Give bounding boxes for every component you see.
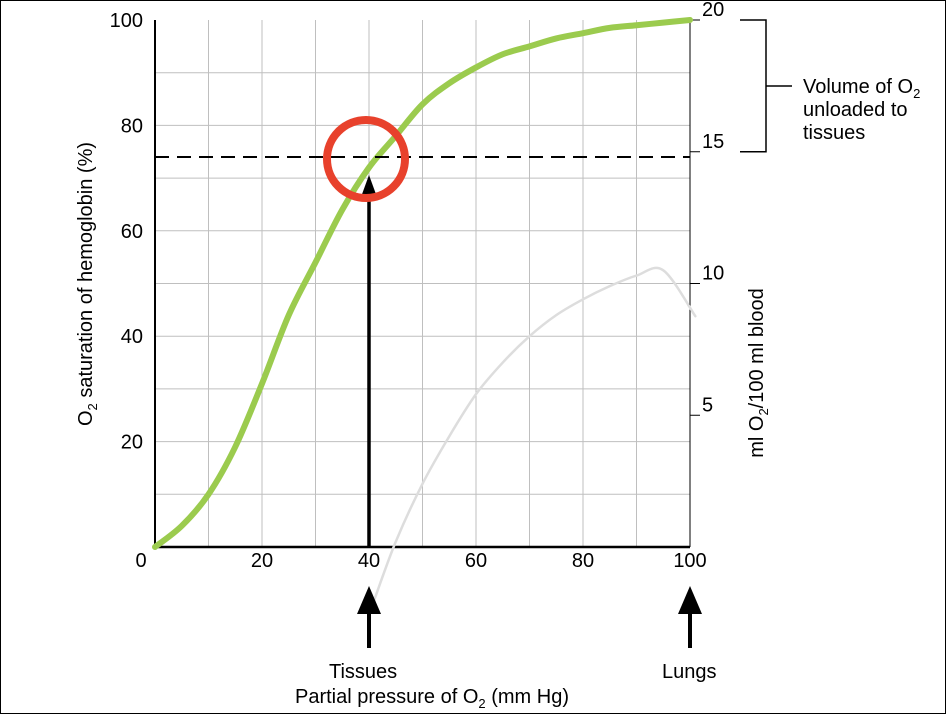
x-tick-label: 20	[251, 550, 273, 572]
lungs-label: Lungs	[662, 661, 717, 683]
x-tick-label: 80	[572, 550, 594, 572]
y2-tick-label: 15	[702, 131, 724, 153]
bracket-label-line: Volume of O2	[803, 76, 920, 101]
y-tick-label: 60	[121, 221, 143, 243]
y2-axis-label: ml O2/100 ml blood	[746, 288, 771, 458]
y2-tick-label: 10	[702, 263, 724, 285]
series-line-green	[152, 17, 693, 550]
pointer-arrow-head	[678, 586, 702, 614]
y-tick-label: 100	[110, 10, 143, 32]
y-axis-label: O2 saturation of hemoglobin (%)	[75, 142, 100, 426]
y2-tick-label: 20	[702, 0, 724, 21]
bracket-label-line: tissues	[803, 122, 865, 144]
x-tick-label: 60	[465, 550, 487, 572]
x-tick-label: 100	[673, 550, 706, 572]
bracket-label-line: unloaded to	[803, 99, 908, 121]
tissues-label: Tissues	[329, 661, 397, 683]
x-axis-label: Partial pressure of O2 (mm Hg)	[295, 686, 569, 711]
highlight-circle	[323, 116, 409, 203]
unloaded-volume-bracket	[740, 19, 767, 153]
y-tick-label: 40	[121, 326, 143, 348]
tissue-level-arrow-head	[361, 175, 377, 198]
y-tick-label: 20	[121, 432, 143, 454]
x-tick-label: 0	[135, 550, 146, 572]
y2-tick-label: 5	[702, 394, 713, 416]
x-tick-label: 40	[358, 550, 380, 572]
y-tick-label: 80	[121, 115, 143, 137]
pointer-arrow-head	[357, 586, 381, 614]
series-line-gray	[373, 266, 697, 601]
